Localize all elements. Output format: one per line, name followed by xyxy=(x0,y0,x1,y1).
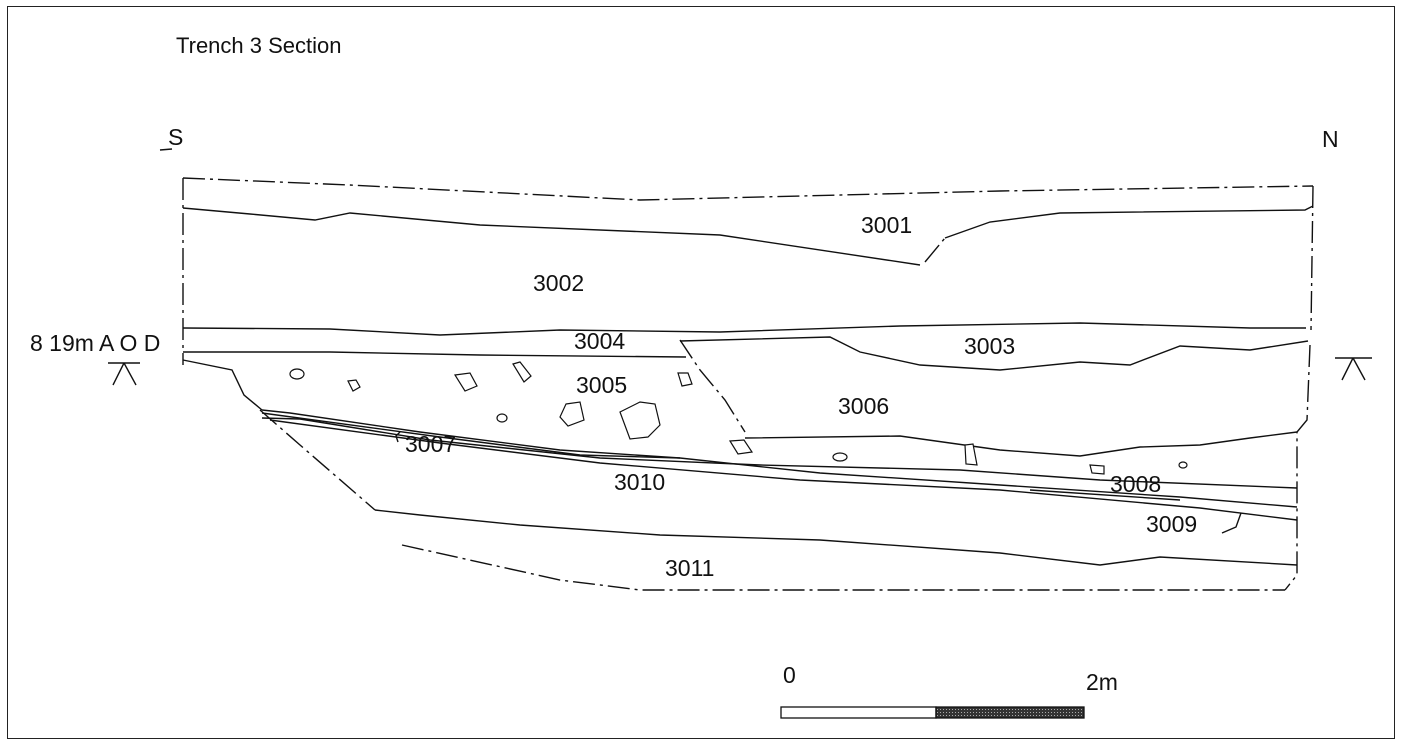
context-3001: 3001 xyxy=(861,212,912,238)
context-3011: 3011 xyxy=(665,555,714,581)
context-labels: 3001 3002 3003 3004 3005 3006 3007 3008 … xyxy=(405,212,1197,581)
context-3008: 3008 xyxy=(1110,471,1161,497)
drawing-title: Trench 3 Section xyxy=(176,33,342,58)
scale-segment-dark xyxy=(935,706,1085,719)
layer-boundaries xyxy=(182,205,1314,566)
context-3005: 3005 xyxy=(576,372,627,398)
datum-label: 8 19m A O D xyxy=(30,330,160,356)
section-outline xyxy=(182,177,1314,591)
context-3006: 3006 xyxy=(838,393,889,419)
drawing-frame xyxy=(7,6,1395,739)
datum-marker-right xyxy=(1335,357,1372,381)
orientation-south: S xyxy=(168,124,183,150)
south-tick xyxy=(159,148,173,151)
scale-start-label: 0 xyxy=(783,662,796,688)
scale-segment-white xyxy=(780,706,937,719)
context-3007: 3007 xyxy=(405,431,456,457)
scale-bar: 0 2m xyxy=(780,662,1118,719)
orientation-north: N xyxy=(1322,126,1339,152)
context-3009: 3009 xyxy=(1146,511,1197,537)
stone-inclusions xyxy=(289,361,1188,475)
context-3003: 3003 xyxy=(964,333,1015,359)
context-3002: 3002 xyxy=(533,270,584,296)
context-3004: 3004 xyxy=(574,328,625,354)
scale-end-label: 2m xyxy=(1086,669,1118,695)
context-3010: 3010 xyxy=(614,469,665,495)
datum-marker-left xyxy=(108,362,140,386)
